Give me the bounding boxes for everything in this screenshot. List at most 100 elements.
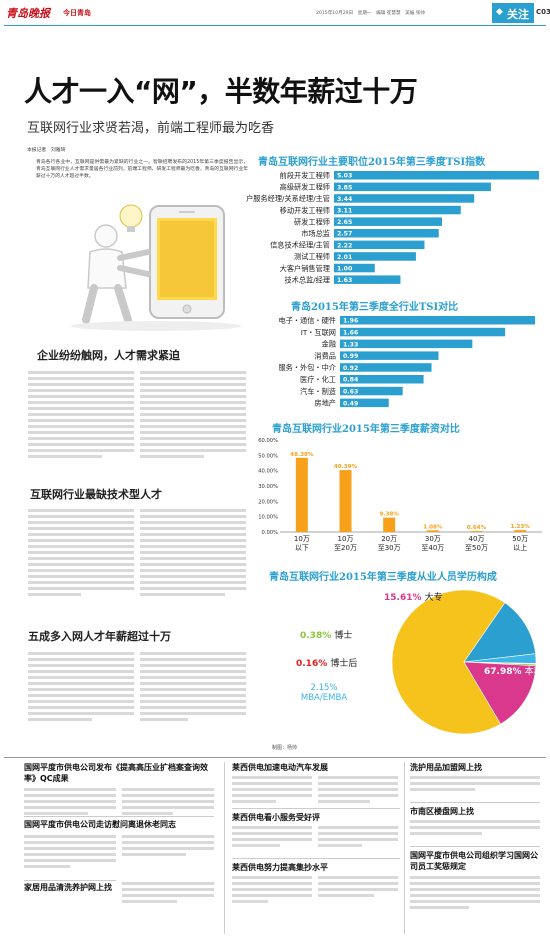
briefs-col-3: 洗护用品加盟网上找 市南区楼盘网上找 国网平度市供电公司组织学习国网公司员工奖惩… — [410, 762, 540, 934]
bar-value-label: 1.33 — [343, 341, 358, 348]
bar — [339, 470, 352, 532]
newspaper-logo: 青岛晚报 — [6, 7, 50, 20]
x-tick-label: 10万 — [338, 535, 354, 543]
subheadline: 互联网行业求贤若渴，前端工程师最为吃香 — [27, 121, 275, 136]
brief-title-7: 洗护用品加盟网上找 — [410, 763, 482, 772]
bar — [334, 263, 375, 273]
bar-category-label: IT・互联网 — [301, 328, 336, 337]
bar-category-label: 房地产 — [314, 399, 336, 408]
section-heading-2: 互联网行业最缺技术型人才 — [30, 488, 162, 501]
x-tick-label: 以上 — [513, 543, 527, 552]
brief-rule-4 — [232, 808, 400, 809]
bar — [514, 530, 527, 532]
issue-meta: 2015年10月29日 星期一 编辑 崔慧慧 美编 张帅 — [316, 11, 425, 16]
bar-value-label: 5.03 — [337, 173, 352, 180]
section-heading-1: 企业纷纷触网，人才需求紧迫 — [37, 349, 180, 362]
bar-value-label: 0.64% — [467, 525, 487, 531]
bar-category-label: 汽车・制造 — [300, 387, 336, 396]
brief-body-2b — [122, 835, 214, 856]
bar — [470, 531, 483, 532]
x-tick-label: 以下 — [295, 544, 309, 552]
pie-name-label: 大专 — [425, 591, 443, 603]
section-heading-3: 五成多入网人才年薪超过十万 — [28, 630, 171, 643]
chart1-svg: 前段开发工程师 5.03 高级研发工程师 3.85 客户服务经理/关系经理/主管 3.44… — [239, 171, 539, 284]
bar — [340, 327, 506, 337]
col2-paragraph — [140, 371, 246, 481]
bar-value-label: 1.23% — [510, 524, 530, 530]
bar-value-label: 2.01 — [337, 254, 352, 261]
bar-category-label: 技术总监/经理 — [284, 275, 330, 284]
bar-value-label: 1.08% — [423, 524, 443, 530]
bar-category-label: 金融 — [322, 340, 336, 349]
bar-value-label: 0.84 — [343, 377, 359, 384]
x-tick-label: 20万 — [381, 535, 397, 543]
bar-value-label: 40.39% — [334, 464, 358, 470]
bar-value-label: 1.96 — [343, 318, 358, 325]
section-badge: ◆ 关注 — [492, 3, 534, 23]
bar-category-label: 电子・通信・硬件 — [278, 316, 336, 325]
pie-value-label: 0.38% 博士 — [300, 629, 352, 641]
chart2-svg: 电子・通信・硬件 1.96 IT・互联网 1.66 金融 1.33 消费品 0.99 服务・外包… — [278, 316, 535, 408]
pie-slice — [463, 602, 536, 663]
x-tick-label: 40万 — [469, 535, 485, 543]
pie-value-label: 2.15% — [310, 683, 337, 693]
bar-value-label: 0.92 — [343, 365, 358, 372]
pie-name-label: 硕士 — [387, 701, 405, 713]
brief-rule-5 — [232, 858, 400, 859]
bar-value-label: 2.57 — [337, 231, 352, 238]
brief-body-1a — [24, 788, 116, 815]
bar — [340, 398, 389, 408]
badge-label: 关注 — [507, 8, 529, 21]
bar-value-label: 0.49 — [343, 400, 358, 407]
bar-value-label: 2.22 — [337, 242, 352, 249]
header-rule — [4, 25, 546, 26]
bar-category-label: 市场总监 — [301, 229, 330, 238]
brief-body-6b — [318, 876, 398, 897]
bar — [340, 339, 473, 349]
bar-value-label: 1.63 — [337, 277, 352, 284]
bar-value-label: 0.63 — [343, 389, 358, 396]
brief-body-5b — [318, 826, 398, 847]
pie-name-label: 博士 — [334, 629, 352, 641]
briefs-divider-1 — [224, 762, 225, 934]
brief-title-2: 国网平度市供电公司走访慰问离退休老同志 — [24, 820, 176, 829]
brief-body-3 — [122, 882, 214, 903]
x-tick-label: 至30万 — [378, 544, 401, 552]
bar-category-label: 高级研发工程师 — [280, 183, 330, 192]
header-bar: 青岛晚报 今日青岛 2015年10月29日 星期一 编辑 崔慧慧 美编 张帅 ◆… — [0, 0, 550, 26]
headline: 人才一入“网”，半数年薪过十万 — [24, 75, 418, 108]
brief-rule-7 — [410, 802, 540, 803]
byline: 本报记者 刘雅琦 — [27, 148, 66, 153]
brief-title-1: 国网平度市供电公司发布《提高高压业扩档案查询效率》QC成果 — [24, 763, 208, 783]
x-tick-label: 至20万 — [334, 544, 357, 552]
chart4-svg: 67.98% 本科 13.51% 硕士 2.15%MBA/EMBA 0.16% 博士后… — [296, 589, 543, 735]
brief-title-9: 国网平度市供电公司组织学习国网公司员工奖惩规定 — [410, 851, 538, 871]
brief-title-6: 莱西供电努力提高集抄水平 — [232, 863, 328, 872]
briefs-top-rule — [4, 757, 546, 758]
brief-title-3: 家居用品清洗养护网上找 — [24, 883, 112, 892]
bar-value-label: 3.85 — [337, 184, 352, 191]
y-tick-label: 30.00% — [258, 484, 278, 490]
chart2-title: 青岛2015年第三季度全行业TSI对比 — [291, 302, 459, 313]
brief-body-2a — [24, 835, 116, 868]
bar-category-label: 前段开发工程师 — [280, 171, 330, 180]
illustration — [36, 188, 246, 338]
pie-value-label: 13.51% 硕士 — [346, 701, 405, 713]
brief-body-4a — [232, 776, 312, 803]
phone-illustration — [149, 205, 225, 319]
bar-category-label: 移动开发工程师 — [280, 206, 330, 215]
bar-value-label: 1.66 — [343, 330, 358, 337]
x-tick-label: 10万 — [294, 535, 310, 543]
briefs-divider-2 — [404, 762, 405, 934]
bar-category-label: 测试工程师 — [294, 252, 330, 261]
brief-rule-2 — [24, 880, 116, 881]
bar — [340, 351, 439, 360]
bar — [340, 316, 535, 325]
bar-category-label: 信息技术经理/主管 — [270, 241, 330, 250]
bar-category-label: 客户服务经理/关系经理/主管 — [246, 194, 330, 203]
page-number: C03 — [536, 8, 550, 16]
brief-title-8: 市南区楼盘网上找 — [410, 807, 474, 816]
bar — [295, 457, 308, 532]
pie-name-label: 博士后 — [330, 657, 357, 669]
bar-category-label: 研发工程师 — [294, 217, 330, 226]
